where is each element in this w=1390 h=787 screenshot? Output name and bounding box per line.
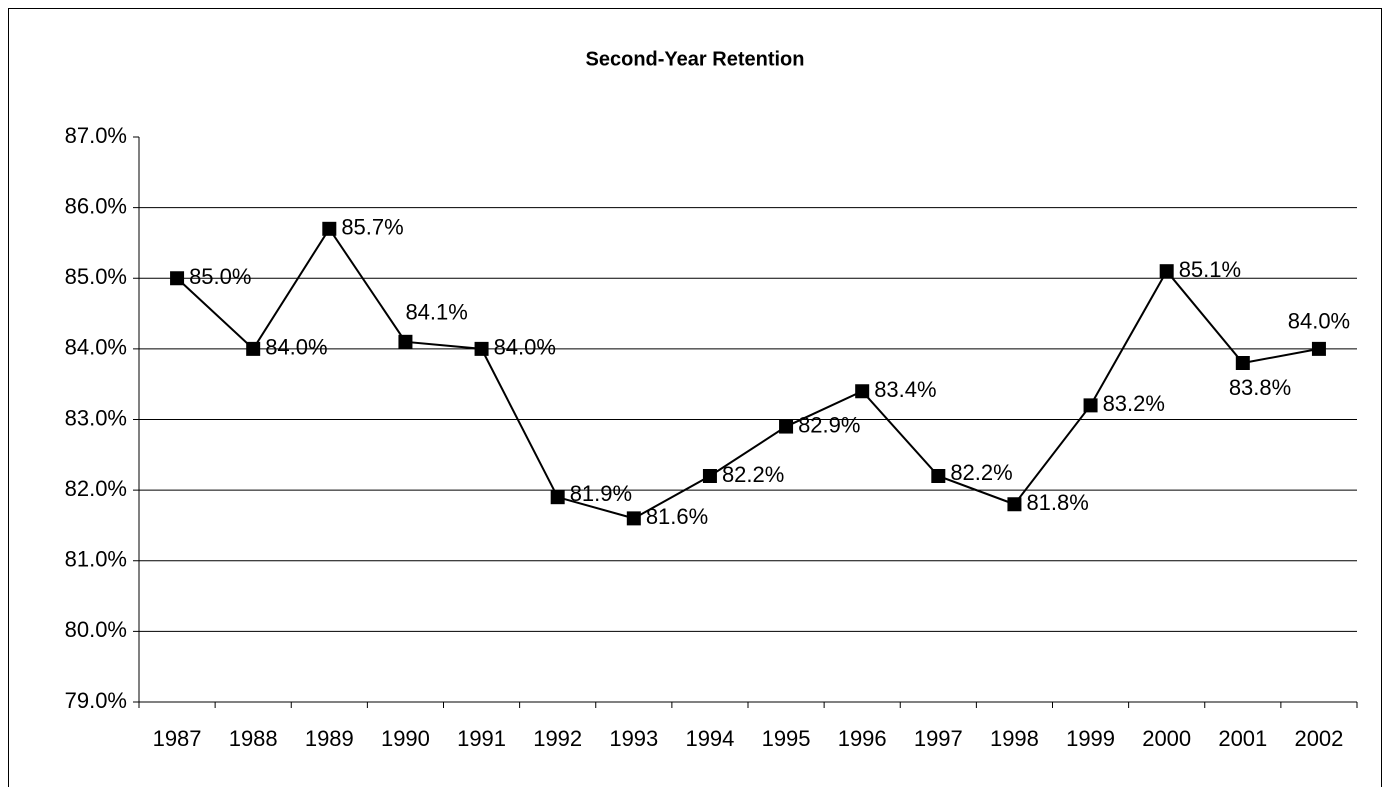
data-marker [702, 469, 717, 483]
x-tick-label: 1994 [685, 726, 734, 751]
data-marker [550, 490, 565, 505]
x-tick-label: 1987 [153, 726, 202, 751]
data-marker [1235, 356, 1250, 370]
y-tick-label: 81.0% [65, 547, 127, 572]
chart-title: Second-Year Retention [586, 48, 805, 70]
x-tick-label: 2001 [1218, 726, 1267, 751]
data-label: 81.6% [646, 504, 708, 529]
data-label: 83.4% [874, 377, 936, 402]
data-label: 81.8% [1026, 490, 1088, 515]
y-tick-label: 87.0% [65, 123, 127, 148]
data-label: 82.9% [798, 412, 860, 437]
data-marker [779, 419, 794, 434]
data-marker [246, 341, 261, 356]
x-tick-label: 1989 [305, 726, 354, 751]
data-label: 85.0% [189, 264, 251, 289]
x-tick-label: 1988 [229, 726, 278, 751]
x-tick-label: 1998 [990, 726, 1039, 751]
data-marker [931, 469, 946, 483]
data-label: 84.1% [405, 300, 467, 325]
x-tick-label: 2002 [1294, 726, 1343, 751]
data-label: 85.7% [341, 215, 403, 240]
data-marker [1159, 264, 1174, 279]
data-line [176, 226, 1320, 520]
data-label: 83.2% [1103, 391, 1165, 416]
x-tick-label: 1990 [381, 726, 430, 751]
x-tick-label: 1992 [533, 726, 582, 751]
data-label: 84.0% [494, 335, 556, 360]
x-tick-label: 1997 [914, 726, 963, 751]
x-tick-label: 2000 [1142, 726, 1191, 751]
data-label: 84.0% [265, 335, 327, 360]
y-tick-label: 86.0% [65, 193, 127, 218]
data-label: 81.9% [570, 481, 632, 506]
data-label: 82.2% [950, 460, 1012, 485]
x-tick-label: 1991 [457, 726, 506, 751]
data-marker [626, 511, 641, 526]
x-tick-label: 1993 [609, 726, 658, 751]
data-marker [1083, 398, 1098, 413]
data-label: 84.0% [1288, 309, 1350, 334]
x-tick-label: 1995 [762, 726, 811, 751]
data-marker [170, 271, 185, 286]
y-tick-label: 83.0% [65, 405, 127, 430]
y-tick-label: 84.0% [65, 335, 127, 360]
y-tick-label: 85.0% [65, 264, 127, 289]
data-label: 82.2% [722, 462, 784, 487]
y-tick-label: 82.0% [65, 476, 127, 501]
data-marker [398, 334, 413, 349]
data-label: 85.1% [1179, 257, 1241, 282]
data-marker [855, 384, 870, 399]
data-marker [322, 221, 337, 236]
data-marker [474, 341, 489, 356]
y-tick-label: 79.0% [65, 688, 127, 713]
data-marker [1007, 497, 1022, 512]
data-marker [1311, 341, 1326, 356]
y-tick-label: 80.0% [65, 617, 127, 642]
data-label: 83.8% [1229, 375, 1291, 400]
chart-border [8, 8, 1382, 787]
x-tick-label: 1996 [838, 726, 887, 751]
x-tick-label: 1999 [1066, 726, 1115, 751]
